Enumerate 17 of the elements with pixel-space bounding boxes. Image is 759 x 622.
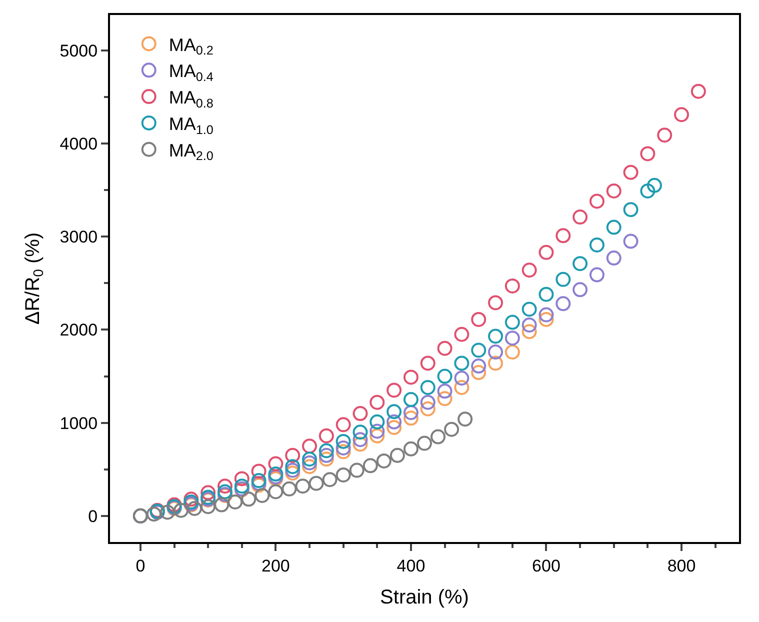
x-axis-title: Strain (%) xyxy=(380,586,469,608)
legend-label: MA$_{0.8}$ xyxy=(168,88,214,110)
y-tick-label: 0 xyxy=(88,506,98,526)
y-tick-label: 2000 xyxy=(60,320,98,340)
y-tick-label: 4000 xyxy=(60,134,98,154)
x-tick-label: 400 xyxy=(396,556,426,576)
y-tick-label: 3000 xyxy=(60,228,98,247)
legend-label: MA$_{1.0}$ xyxy=(168,114,214,137)
legend-label: MA$_{2.0}$ xyxy=(168,140,214,164)
x-tick-label: 200 xyxy=(262,556,290,576)
x-tick-label: 600 xyxy=(532,556,560,576)
x-tick-label: 0 xyxy=(136,556,146,576)
y-tick-label: 5000 xyxy=(60,41,98,60)
x-tick-label: 800 xyxy=(667,556,696,576)
y-tick-label: 1000 xyxy=(60,414,98,433)
legend-label: MA$_{0.4}$ xyxy=(168,61,214,84)
legend-label: MA$_{0.2}$ xyxy=(168,34,214,58)
